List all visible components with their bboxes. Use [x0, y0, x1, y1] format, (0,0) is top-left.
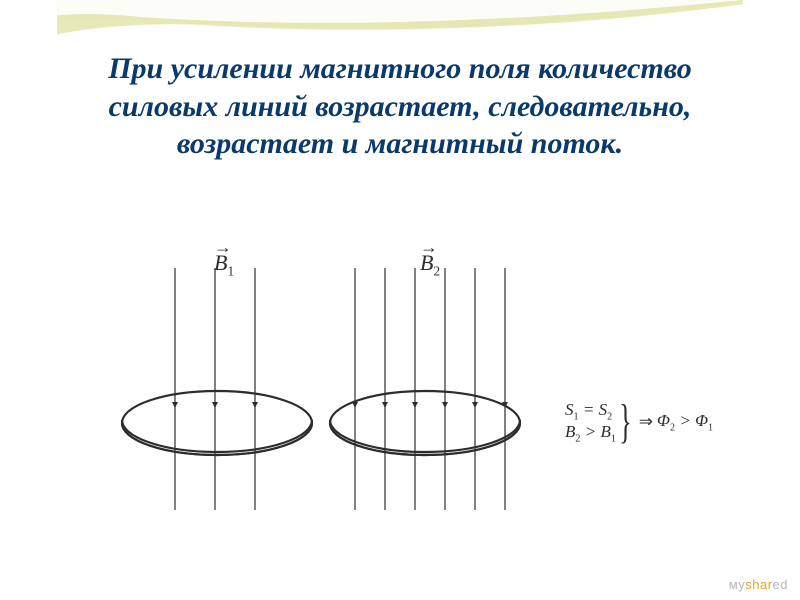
watermark-logo: мyshared [729, 577, 788, 592]
brace-icon: } [619, 403, 632, 441]
title-text: При усилении магнитного поля количество … [0, 50, 800, 163]
label-b1: → B1 [214, 250, 234, 279]
formula-implies: ⇒ [639, 412, 653, 432]
formula-line1: S1 = S2 [565, 400, 616, 422]
diagram-area: → B1 → B2 S1 = S2 B2 > B1 } ⇒ Φ2 > Φ1 [0, 250, 800, 550]
formula-phi: Φ2 > Φ1 [657, 411, 713, 433]
formula-line2: B2 > B1 [565, 422, 616, 444]
formula-block: S1 = S2 B2 > B1 } ⇒ Φ2 > Φ1 [565, 400, 713, 445]
label-b2: → B2 [420, 250, 440, 279]
